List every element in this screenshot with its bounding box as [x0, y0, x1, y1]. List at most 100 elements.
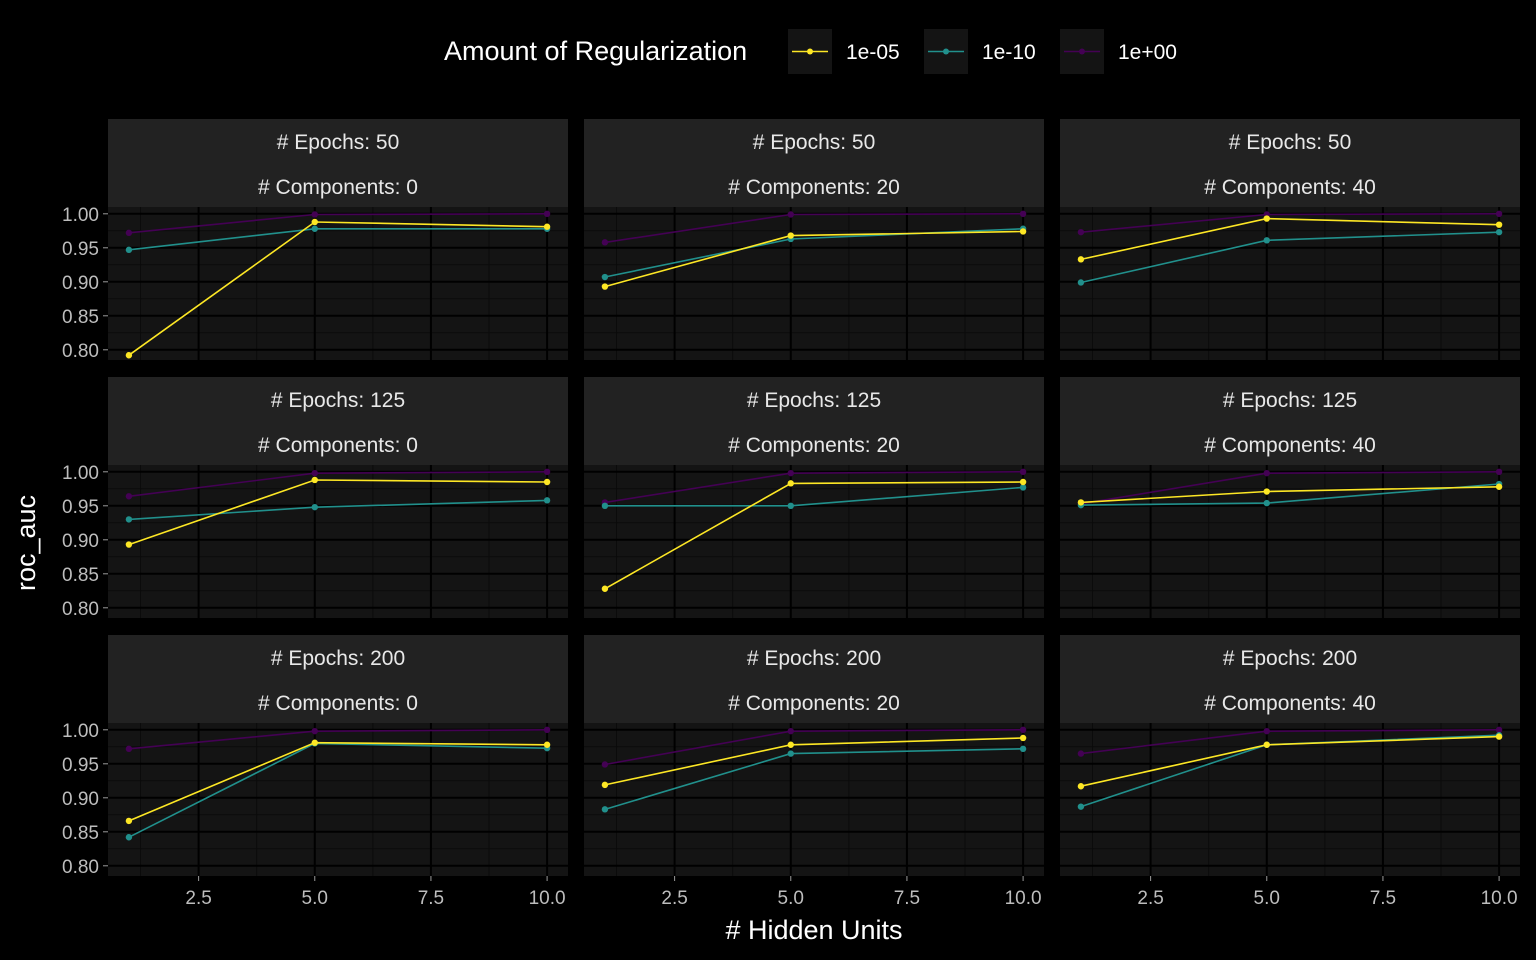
data-point [125, 817, 133, 825]
data-point [311, 476, 318, 484]
data-point [1019, 468, 1027, 475]
series-1e+00 [1077, 726, 1503, 757]
data-point [601, 761, 609, 768]
series-1e-10 [1077, 228, 1503, 286]
data-point [311, 503, 318, 511]
data-point [125, 352, 133, 359]
facet-components-label: # Components: 0 [258, 176, 418, 199]
data-point [1495, 733, 1503, 740]
series-1e+00 [125, 468, 551, 500]
facet-strip [108, 377, 568, 465]
facet-epochs-label: # Epochs: 125 [1223, 389, 1357, 412]
facet-epochs-label: # Epochs: 200 [271, 647, 405, 670]
y-axis-label: roc_auc [11, 495, 41, 591]
facet-components-label: # Components: 20 [728, 176, 900, 199]
facet-panel: # Epochs: 125 # Components: 20 [584, 377, 1044, 618]
data-point [543, 210, 551, 217]
data-point [1495, 228, 1503, 236]
data-point [1019, 484, 1027, 491]
legend-item-1e+00: 1e+00 [1060, 29, 1177, 74]
legend-item-1e-05: 1e-05 [788, 29, 900, 74]
series-1e+00 [601, 726, 1027, 768]
x-tick-label: 7.5 [1370, 888, 1396, 909]
facet-strip [1060, 377, 1520, 465]
series-1e+00 [601, 210, 1027, 246]
data-point [787, 727, 794, 735]
data-point [543, 726, 551, 733]
data-point [1019, 726, 1027, 733]
data-point [311, 218, 318, 226]
data-point [1077, 783, 1085, 790]
data-point [1077, 750, 1085, 757]
facet-plot-area [584, 465, 1044, 618]
x-tick-label: 7.5 [894, 888, 920, 909]
legend-key-point [807, 48, 813, 55]
facet-epochs-label: # Epochs: 50 [753, 131, 876, 154]
data-point [1019, 478, 1027, 486]
x-axis-label: # Hidden Units [725, 915, 902, 945]
data-point [125, 246, 133, 254]
data-point [1263, 488, 1270, 495]
x-tick-label: 2.5 [1137, 888, 1163, 909]
data-point [1263, 215, 1270, 222]
legend-label: 1e+00 [1118, 41, 1177, 64]
data-point [125, 229, 133, 237]
x-tick-label: 10.0 [1481, 888, 1518, 909]
facet-epochs-label: # Epochs: 50 [1229, 131, 1352, 154]
facet-components-label: # Components: 40 [1204, 692, 1376, 715]
facet-panel: # Epochs: 50 # Components: 40 [1060, 119, 1520, 360]
x-tick-label: 2.5 [661, 888, 687, 909]
data-point [543, 741, 551, 748]
y-tick-label: 0.80 [62, 341, 99, 362]
series-1e+00 [601, 468, 1027, 506]
data-point [601, 781, 609, 789]
facet-panel: # Epochs: 125 # Components: 40 [1060, 377, 1520, 618]
data-point [1077, 256, 1085, 263]
legend-title: Amount of Regularization [444, 36, 747, 66]
legend-item-1e-10: 1e-10 [924, 29, 1036, 74]
facet-epochs-label: # Epochs: 200 [1223, 647, 1357, 670]
data-point [543, 468, 551, 475]
facet-epochs-label: # Epochs: 50 [277, 131, 400, 154]
data-point [125, 493, 133, 500]
facet-strip [108, 119, 568, 207]
facet-components-label: # Components: 20 [728, 692, 900, 715]
data-point [1263, 741, 1270, 748]
data-point [601, 806, 609, 813]
series-1e-05 [125, 739, 551, 825]
data-point [787, 750, 794, 757]
facet-components-label: # Components: 20 [728, 434, 900, 457]
data-point [311, 225, 318, 232]
data-point [601, 283, 609, 290]
y-tick-label: 1.00 [62, 205, 99, 226]
y-tick-label: 1.00 [62, 463, 99, 484]
data-point [787, 469, 794, 477]
data-point [1019, 210, 1027, 217]
data-point [601, 585, 609, 592]
data-point [787, 480, 794, 487]
data-point [543, 223, 551, 230]
data-point [787, 502, 794, 509]
data-point [787, 211, 794, 218]
y-tick-label: 0.85 [62, 565, 99, 586]
series-1e-10 [1077, 480, 1503, 509]
facet-components-label: # Components: 0 [258, 434, 418, 457]
data-point [1495, 210, 1503, 217]
series-1e-05 [601, 228, 1027, 290]
y-tick-label: 0.95 [62, 497, 99, 518]
data-point [543, 497, 551, 504]
legend-key-point [1079, 48, 1085, 55]
data-point [1495, 483, 1503, 490]
data-point [125, 516, 133, 523]
series-1e-10 [601, 745, 1027, 813]
y-tick-label: 1.00 [62, 721, 99, 742]
series-1e-05 [125, 476, 551, 548]
facet-strip [1060, 119, 1520, 207]
series-1e-05 [1077, 483, 1503, 506]
data-point [1077, 279, 1085, 286]
series-1e-05 [1077, 733, 1503, 790]
data-point [1495, 221, 1503, 228]
data-point [1019, 745, 1027, 753]
data-point [311, 469, 318, 477]
